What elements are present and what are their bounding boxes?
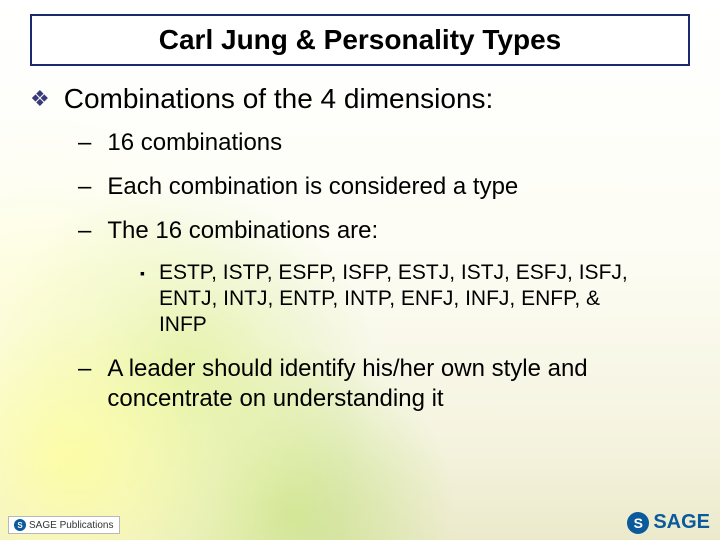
sage-logo-icon: S [14,519,26,531]
level2-text: The 16 combinations are: [107,216,378,246]
list-item: – A leader should identify his/her own s… [78,354,690,414]
list-item: – The 16 combinations are: [78,216,690,246]
title-box: Carl Jung & Personality Types [30,14,690,66]
dash-bullet-icon: – [78,172,91,202]
dash-bullet-icon: – [78,354,91,384]
dash-bullet-icon: – [78,216,91,246]
slide-title: Carl Jung & Personality Types [159,24,562,55]
level1-text: Combinations of the 4 dimensions: [64,82,494,116]
sage-publications-badge: S SAGE Publications [8,516,120,534]
slide-content: ❖ Combinations of the 4 dimensions: – 16… [30,82,690,428]
slide: Carl Jung & Personality Types ❖ Combinat… [0,0,720,540]
level2-text: A leader should identify his/her own sty… [107,354,690,414]
sage-left-label: SAGE Publications [29,520,114,531]
list-item: ❖ Combinations of the 4 dimensions: [30,82,690,116]
sage-right-label: SAGE [653,511,710,534]
level3-text: ESTP, ISTP, ESFP, ISFP, ESTJ, ISTJ, ESFJ… [159,260,650,338]
level2-text: 16 combinations [107,128,282,158]
footer: S SAGE Publications S SAGE [8,511,710,534]
square-bullet-icon: ▪ [140,260,145,286]
list-item: – 16 combinations [78,128,690,158]
level2-text: Each combination is considered a type [107,172,518,202]
list-item: ▪ ESTP, ISTP, ESFP, ISFP, ESTJ, ISTJ, ES… [140,260,650,338]
sage-logo: S SAGE [627,511,710,534]
sage-logo-icon: S [627,512,649,534]
dash-bullet-icon: – [78,128,91,158]
diamond-bullet-icon: ❖ [30,82,50,116]
list-item: – Each combination is considered a type [78,172,690,202]
